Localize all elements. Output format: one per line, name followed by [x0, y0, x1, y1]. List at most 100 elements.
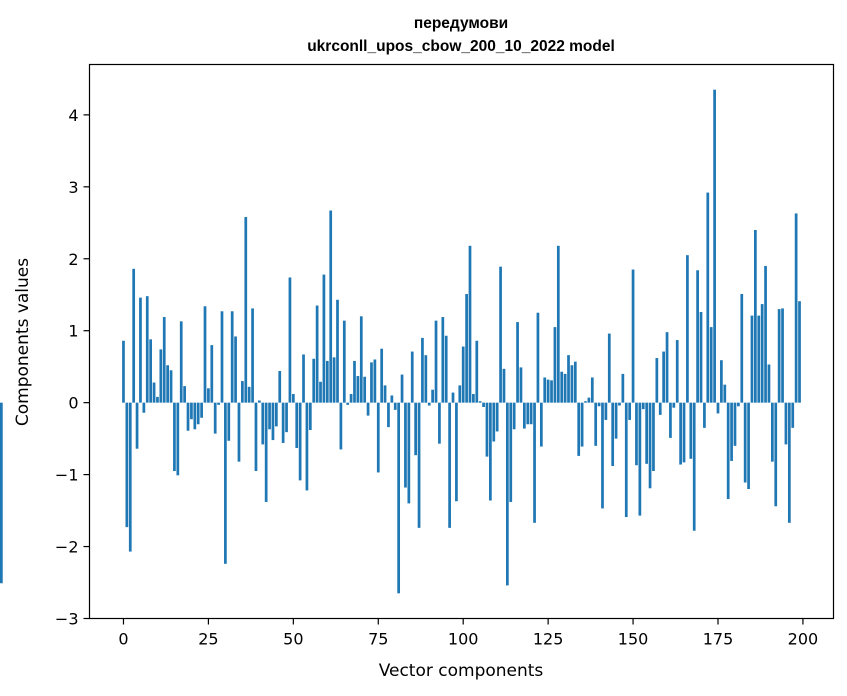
bar — [662, 351, 665, 403]
bar — [193, 402, 197, 430]
bar — [407, 402, 411, 504]
bar — [213, 402, 217, 434]
x-tick-label: 150 — [618, 630, 649, 649]
bar — [169, 370, 173, 403]
bar — [502, 368, 506, 403]
bar — [679, 402, 682, 465]
bar — [611, 402, 615, 466]
bar — [787, 402, 791, 523]
x-tick-label: 175 — [703, 630, 734, 649]
bar — [404, 402, 407, 488]
bar — [723, 384, 727, 403]
bar — [217, 402, 220, 405]
y-tick-label: 2 — [68, 250, 78, 269]
bar — [472, 394, 475, 403]
bar — [577, 402, 581, 456]
bar — [441, 317, 445, 403]
bar — [774, 402, 778, 507]
bar — [145, 296, 149, 403]
bar — [339, 402, 343, 450]
bar — [550, 380, 553, 403]
bar — [455, 402, 458, 502]
bar — [750, 315, 754, 403]
bar — [295, 402, 299, 448]
bar — [417, 402, 421, 528]
bar — [186, 402, 190, 431]
bar — [529, 402, 533, 425]
bar — [757, 315, 761, 403]
bar — [179, 321, 183, 403]
bar — [278, 371, 282, 403]
bar — [686, 255, 689, 403]
y-tick-label: 4 — [68, 106, 78, 125]
bar — [655, 358, 659, 403]
bar — [356, 376, 360, 403]
bar — [624, 402, 628, 518]
bar — [526, 402, 530, 425]
bar — [553, 327, 557, 403]
bar — [258, 400, 261, 403]
bar — [322, 274, 326, 403]
bar — [397, 402, 401, 594]
bar — [703, 402, 706, 428]
bar — [587, 397, 591, 403]
bar — [200, 402, 203, 418]
bar — [190, 402, 193, 420]
bar — [281, 402, 285, 443]
bar — [516, 322, 519, 403]
bar — [291, 394, 295, 403]
bar — [652, 402, 655, 472]
bar — [584, 401, 587, 403]
x-tick-label: 200 — [788, 630, 819, 649]
chart-subtitle: ukrconll_upos_cbow_200_10_2022 model — [307, 38, 615, 55]
bar — [658, 402, 662, 415]
bar — [312, 358, 316, 403]
bar — [159, 349, 163, 403]
bar — [274, 402, 278, 427]
bar — [573, 361, 577, 403]
bar — [784, 402, 788, 445]
bar — [522, 402, 526, 429]
x-tick-label: 0 — [118, 630, 128, 649]
x-tick-label: 25 — [198, 630, 218, 649]
bar — [512, 402, 516, 430]
bar — [726, 402, 730, 500]
bar — [730, 402, 733, 461]
bar — [713, 89, 716, 403]
x-tick-label: 100 — [448, 630, 479, 649]
bar — [162, 317, 166, 403]
bar — [590, 377, 594, 403]
bar — [410, 351, 414, 403]
bar — [319, 381, 322, 403]
bar — [672, 402, 676, 408]
bar — [740, 294, 744, 403]
bar — [458, 385, 462, 403]
bar — [176, 402, 180, 476]
bar — [387, 402, 390, 428]
chart-title: передумови — [414, 15, 508, 32]
bar — [383, 385, 387, 403]
bar — [720, 360, 723, 403]
bar — [546, 379, 550, 403]
plot-frame — [88, 63, 835, 620]
bar — [641, 402, 645, 410]
bar — [607, 333, 611, 403]
bar — [359, 316, 363, 403]
bar — [203, 306, 207, 403]
bar — [495, 402, 499, 432]
bar — [506, 402, 509, 586]
bar — [237, 402, 241, 462]
bar — [152, 382, 156, 403]
bar — [567, 355, 570, 403]
bar — [251, 308, 254, 403]
bar — [166, 365, 169, 403]
bar — [302, 354, 305, 403]
bar — [570, 365, 574, 403]
bar — [434, 320, 438, 403]
bar — [315, 305, 319, 403]
y-tick-label: 3 — [68, 178, 78, 197]
bar — [509, 402, 513, 502]
bar — [767, 364, 771, 403]
bar — [764, 265, 767, 403]
